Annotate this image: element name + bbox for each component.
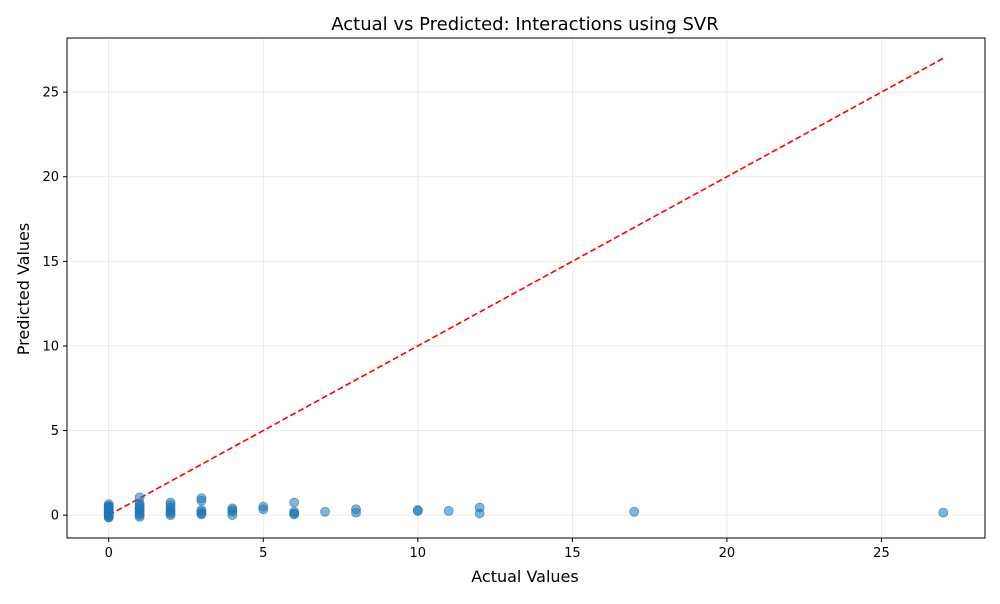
plot-frame	[66, 37, 986, 539]
scatter-point	[320, 506, 330, 517]
scatter-point	[165, 510, 176, 521]
chart-title: Actual vs Predicted: Interactions using …	[331, 14, 719, 35]
x-tick-label: 20	[719, 546, 736, 561]
x-axis-ticks: 0 5 10 15 20 25	[105, 538, 890, 561]
scatter-point	[443, 506, 454, 516]
scatter-points	[103, 492, 949, 523]
grid-lines	[67, 38, 985, 538]
x-tick-label: 5	[259, 546, 267, 561]
scatter-point	[938, 507, 949, 518]
y-axis-label: Predicted Values	[14, 223, 33, 355]
y-tick-label: 15	[42, 255, 59, 270]
scatter-point	[196, 495, 207, 506]
y-tick-label: 0	[51, 509, 59, 524]
x-axis-label: Actual Values	[471, 567, 578, 586]
scatter-point	[134, 511, 145, 522]
scatter-point	[289, 509, 300, 520]
y-tick-label: 25	[42, 86, 59, 101]
scatter-point	[629, 506, 640, 517]
y-tick-label: 20	[42, 170, 59, 185]
scatter-point	[227, 510, 238, 521]
reference-line-layer	[108, 57, 944, 516]
scatter-point	[474, 508, 485, 519]
y-axis-ticks: 0 5 10 15 20 25	[42, 86, 67, 524]
x-tick-label: 15	[564, 546, 581, 561]
y-tick-label: 5	[51, 424, 59, 439]
scatter-point	[196, 509, 207, 520]
scatter-point	[103, 512, 114, 523]
x-tick-label: 10	[410, 546, 427, 561]
y-tick-label: 10	[42, 339, 59, 354]
scatter-point	[289, 497, 300, 508]
scatter-point	[351, 507, 361, 518]
scatter-point	[258, 504, 269, 515]
scatter-point	[412, 506, 423, 516]
identity-reference-line	[108, 57, 944, 516]
x-tick-label: 0	[105, 546, 113, 561]
x-tick-label: 25	[873, 546, 890, 561]
